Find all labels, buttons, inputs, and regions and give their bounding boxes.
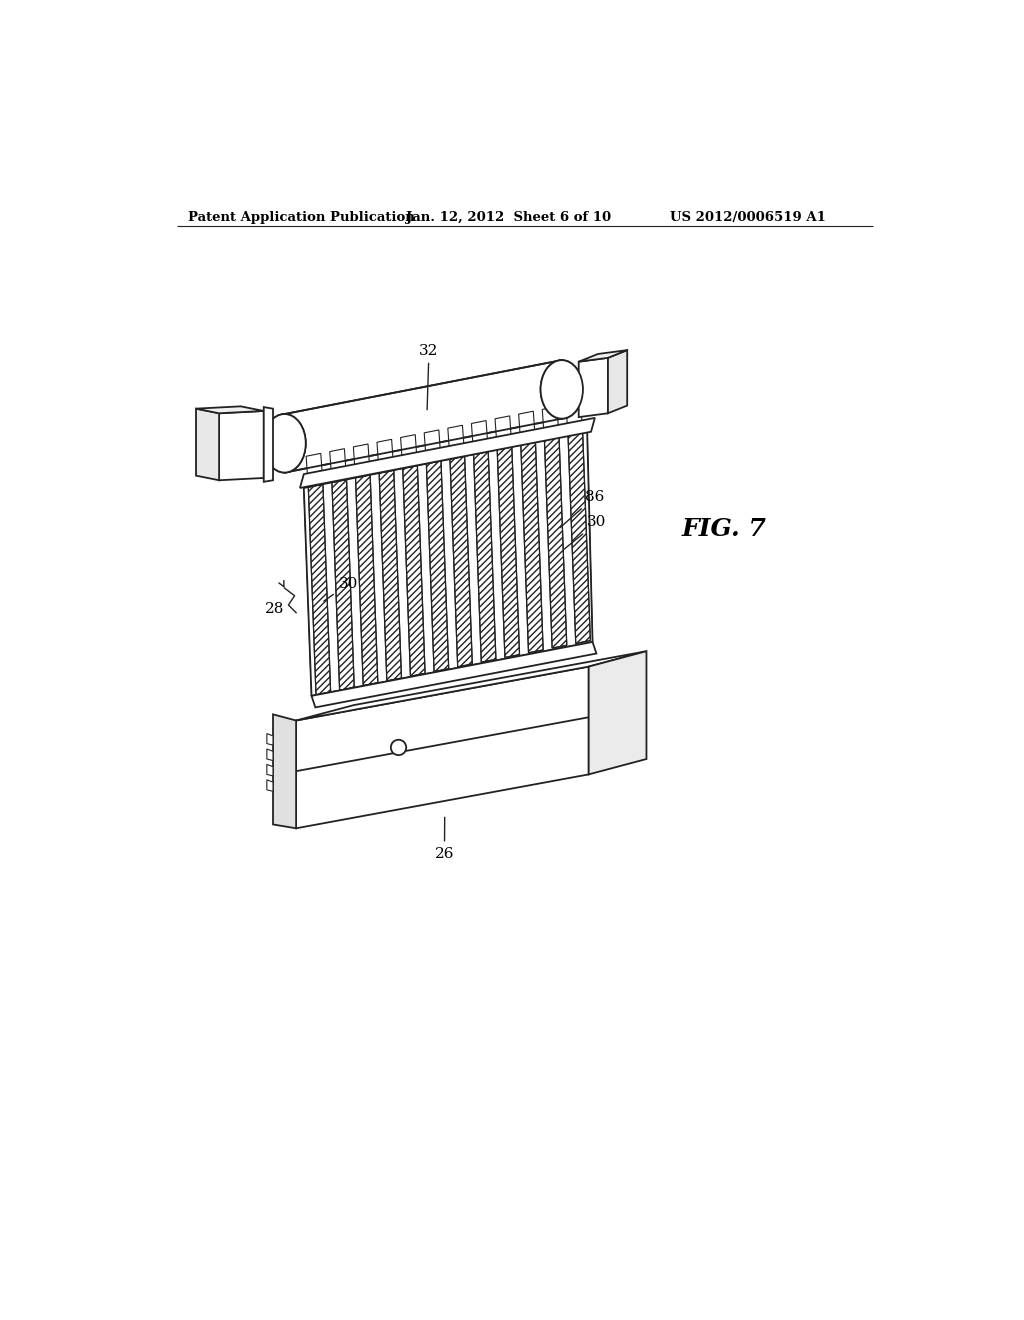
Text: 30: 30: [324, 577, 357, 601]
Polygon shape: [589, 651, 646, 775]
Text: Jan. 12, 2012  Sheet 6 of 10: Jan. 12, 2012 Sheet 6 of 10: [407, 211, 611, 224]
Polygon shape: [521, 442, 543, 653]
Polygon shape: [498, 446, 519, 657]
Polygon shape: [355, 475, 378, 685]
Polygon shape: [308, 484, 331, 694]
Polygon shape: [267, 764, 273, 776]
Text: 28: 28: [265, 602, 285, 615]
Polygon shape: [568, 433, 591, 643]
Polygon shape: [306, 453, 323, 487]
Polygon shape: [495, 416, 512, 450]
Ellipse shape: [541, 360, 583, 418]
Polygon shape: [579, 350, 628, 362]
Polygon shape: [400, 434, 418, 469]
Polygon shape: [296, 651, 646, 721]
Text: 30: 30: [564, 516, 606, 549]
Polygon shape: [273, 714, 296, 829]
Polygon shape: [267, 780, 273, 792]
Polygon shape: [353, 444, 370, 478]
Polygon shape: [196, 409, 219, 480]
Polygon shape: [424, 430, 441, 463]
Ellipse shape: [263, 414, 306, 473]
Polygon shape: [608, 350, 628, 413]
Polygon shape: [196, 407, 264, 413]
Polygon shape: [450, 457, 472, 667]
Circle shape: [391, 739, 407, 755]
Polygon shape: [304, 432, 593, 696]
Polygon shape: [311, 642, 596, 708]
Polygon shape: [304, 432, 593, 696]
Ellipse shape: [541, 360, 583, 418]
Polygon shape: [300, 418, 595, 488]
Polygon shape: [473, 451, 496, 663]
Polygon shape: [219, 411, 264, 480]
Polygon shape: [543, 407, 559, 441]
Polygon shape: [332, 479, 354, 690]
Polygon shape: [402, 466, 425, 676]
Polygon shape: [471, 421, 488, 454]
Polygon shape: [377, 440, 394, 473]
Polygon shape: [267, 734, 273, 744]
Polygon shape: [296, 667, 589, 829]
Ellipse shape: [263, 414, 306, 473]
Polygon shape: [566, 401, 583, 436]
Text: FIG. 7: FIG. 7: [681, 516, 766, 541]
Text: 26: 26: [435, 817, 455, 861]
Text: Patent Application Publication: Patent Application Publication: [188, 211, 415, 224]
Polygon shape: [264, 407, 273, 482]
Polygon shape: [519, 412, 536, 445]
Polygon shape: [267, 748, 273, 760]
Polygon shape: [330, 449, 346, 482]
Polygon shape: [285, 360, 562, 473]
Polygon shape: [545, 437, 566, 648]
Polygon shape: [447, 425, 465, 459]
Text: US 2012/0006519 A1: US 2012/0006519 A1: [670, 211, 825, 224]
Polygon shape: [379, 470, 401, 681]
Polygon shape: [426, 461, 449, 672]
Text: 32: 32: [419, 343, 438, 409]
Polygon shape: [579, 358, 608, 417]
Text: 86: 86: [560, 490, 604, 528]
